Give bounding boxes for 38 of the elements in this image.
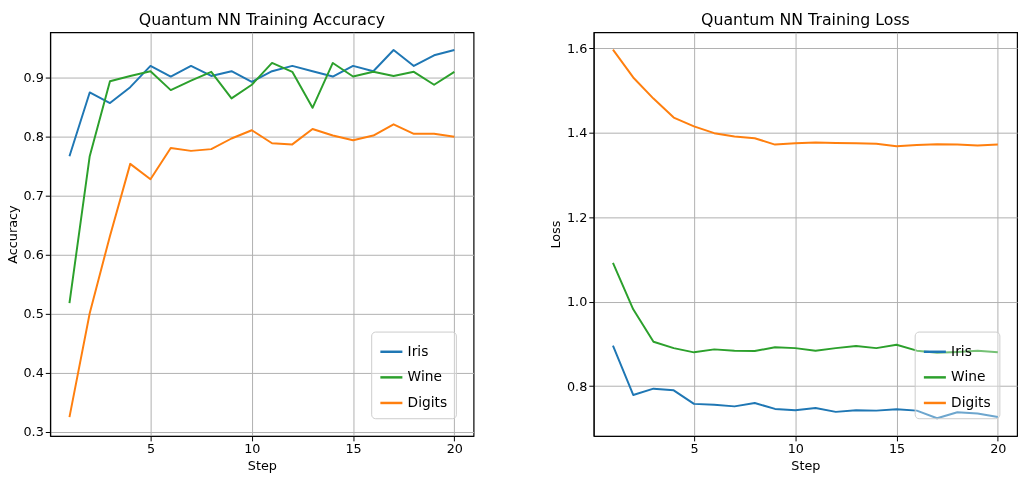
x-tick-label: 5 <box>146 441 156 457</box>
x-axis-title: Step <box>791 457 821 473</box>
legend-label: Wine <box>951 368 986 385</box>
legend-label: Digits <box>951 393 991 410</box>
chart-title: Quantum NN Training Loss <box>701 10 910 30</box>
legend-label: Iris <box>951 342 972 359</box>
x-tick-label: 15 <box>345 441 362 457</box>
y-tick-label: 1.0 <box>566 294 588 310</box>
chart-title: Quantum NN Training Accuracy <box>138 10 385 30</box>
legend-label: Digits <box>407 393 448 410</box>
y-axis-title: Accuracy <box>4 204 20 264</box>
legend-label: Iris <box>407 342 429 359</box>
x-tick-label: 10 <box>244 441 261 457</box>
x-tick-label: 20 <box>990 441 1007 457</box>
y-tick-label: 1.6 <box>566 40 588 56</box>
line-series <box>68 123 456 419</box>
y-tick-label: 1.4 <box>566 125 588 141</box>
legend-label: Wine <box>407 368 442 385</box>
line-series <box>611 48 999 148</box>
y-tick-label: 0.3 <box>23 424 44 440</box>
y-tick-label: 0.5 <box>23 306 44 322</box>
x-tick-label: 5 <box>690 441 699 457</box>
y-tick-label: 0.4 <box>23 365 44 381</box>
line-series <box>68 48 456 158</box>
y-tick-label: 0.8 <box>23 129 44 145</box>
y-tick-label: 1.2 <box>566 209 588 225</box>
y-tick-label: 0.6 <box>23 247 44 263</box>
y-tick-label: 0.9 <box>23 70 44 86</box>
x-tick-label: 15 <box>888 441 906 457</box>
y-tick-label: 0.7 <box>23 188 44 204</box>
x-tick-label: 10 <box>787 441 804 457</box>
x-tick-label: 20 <box>446 441 463 457</box>
line-series <box>611 344 999 420</box>
line-series <box>611 261 999 354</box>
y-axis-title: Loss <box>548 220 564 249</box>
y-tick-label: 0.8 <box>566 378 588 394</box>
line-series <box>68 61 456 305</box>
x-axis-title: Step <box>247 457 277 473</box>
